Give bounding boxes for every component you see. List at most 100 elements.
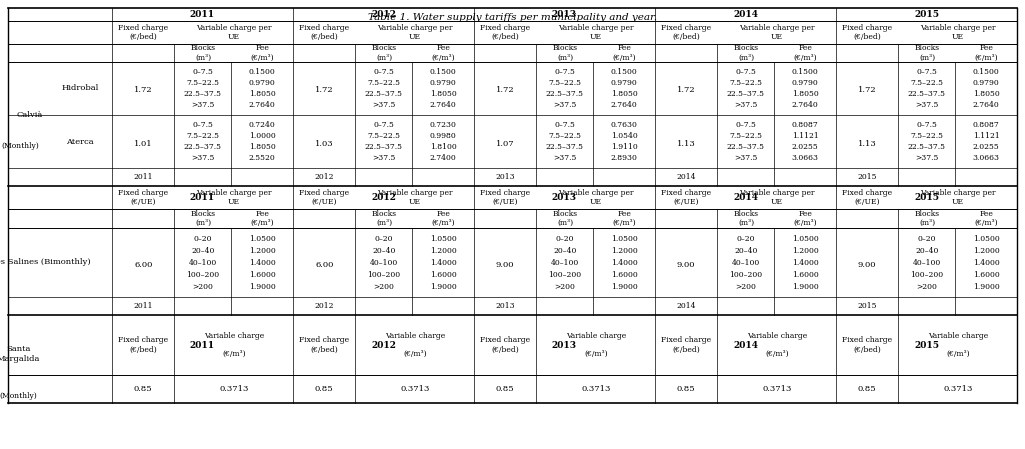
- Text: 20–40: 20–40: [554, 247, 577, 255]
- Text: 0.3713: 0.3713: [219, 385, 248, 393]
- Text: 7.5–22.5: 7.5–22.5: [910, 79, 943, 87]
- Text: 3.0663: 3.0663: [973, 154, 999, 162]
- Text: 2011: 2011: [190, 340, 215, 349]
- Text: >37.5: >37.5: [734, 101, 757, 109]
- Text: 2013: 2013: [551, 193, 577, 202]
- Text: 22.5–37.5: 22.5–37.5: [183, 143, 222, 151]
- Text: 100–200: 100–200: [548, 271, 581, 279]
- Text: 22.5–37.5: 22.5–37.5: [183, 90, 222, 98]
- Text: 2015: 2015: [858, 173, 877, 181]
- Text: 0.1500: 0.1500: [792, 68, 819, 76]
- Text: 2.7640: 2.7640: [792, 101, 819, 109]
- Text: Fee
(€/m³): Fee (€/m³): [975, 210, 998, 227]
- Text: Fixed charge
(€/bed): Fixed charge (€/bed): [299, 24, 350, 41]
- Text: Fee
(€/m³): Fee (€/m³): [793, 44, 817, 62]
- Text: 1.72: 1.72: [496, 87, 515, 94]
- Text: 2014: 2014: [676, 173, 696, 181]
- Text: 22.5–37.5: 22.5–37.5: [908, 90, 946, 98]
- Text: 40–100: 40–100: [370, 259, 398, 267]
- Text: 22.5–37.5: 22.5–37.5: [727, 143, 765, 151]
- Text: Fee
(€/m³): Fee (€/m³): [432, 210, 455, 227]
- Text: 0.1500: 0.1500: [611, 68, 638, 76]
- Text: Fee
(€/m³): Fee (€/m³): [612, 210, 637, 227]
- Text: Fee
(€/m³): Fee (€/m³): [793, 210, 817, 227]
- Text: 100–200: 100–200: [367, 271, 401, 279]
- Text: Fixed charge
(€/UE): Fixed charge (€/UE): [661, 189, 711, 206]
- Text: 0.3713: 0.3713: [581, 385, 611, 393]
- Text: 100–200: 100–200: [730, 271, 763, 279]
- Text: 22.5–37.5: 22.5–37.5: [365, 90, 403, 98]
- Text: 0–7.5: 0–7.5: [555, 68, 575, 76]
- Text: 0–20: 0–20: [556, 235, 574, 243]
- Text: 1.9000: 1.9000: [429, 283, 456, 291]
- Text: 0.3713: 0.3713: [762, 385, 791, 393]
- Text: 0.9790: 0.9790: [249, 79, 276, 87]
- Text: 2013: 2013: [551, 10, 577, 19]
- Text: 1.4000: 1.4000: [611, 259, 638, 267]
- Text: 1.0500: 1.0500: [611, 235, 638, 243]
- Text: 1.4000: 1.4000: [792, 259, 819, 267]
- Text: Variable charge per
UE: Variable charge per UE: [920, 24, 995, 41]
- Text: 22.5–37.5: 22.5–37.5: [365, 143, 403, 151]
- Text: 1.2000: 1.2000: [611, 247, 638, 255]
- Text: 2011: 2011: [133, 302, 153, 310]
- Text: Fixed charge
(€/UE): Fixed charge (€/UE): [118, 189, 168, 206]
- Text: 2011: 2011: [190, 10, 215, 19]
- Text: 2.7640: 2.7640: [611, 101, 638, 109]
- Text: Blocks
(m³): Blocks (m³): [191, 210, 215, 227]
- Text: Fixed charge
(€/bed): Fixed charge (€/bed): [480, 24, 530, 41]
- Text: 1.0540: 1.0540: [611, 132, 638, 140]
- Text: 1.72: 1.72: [676, 87, 696, 94]
- Text: 2.0255: 2.0255: [792, 143, 819, 151]
- Text: Fixed charge
(€/bed): Fixed charge (€/bed): [661, 336, 711, 354]
- Text: 1.4000: 1.4000: [249, 259, 276, 267]
- Text: 6.00: 6.00: [134, 261, 153, 269]
- Text: Variable charge per
UE: Variable charge per UE: [558, 189, 633, 206]
- Text: Variable charge

(€/m³): Variable charge (€/m³): [746, 332, 807, 358]
- Text: 2.7640: 2.7640: [249, 101, 276, 109]
- Text: 0.1500: 0.1500: [429, 68, 456, 76]
- Text: 2.8930: 2.8930: [611, 154, 638, 162]
- Text: 1.6000: 1.6000: [249, 271, 276, 279]
- Text: 0.85: 0.85: [134, 385, 153, 393]
- Text: >37.5: >37.5: [192, 154, 214, 162]
- Text: 2012: 2012: [371, 340, 396, 349]
- Text: 1.03: 1.03: [315, 140, 333, 148]
- Text: Blocks
(m³): Blocks (m³): [914, 44, 940, 62]
- Text: 2013: 2013: [495, 173, 515, 181]
- Text: >37.5: >37.5: [372, 154, 396, 162]
- Text: 2015: 2015: [914, 10, 939, 19]
- Text: (Monthly): (Monthly): [0, 392, 37, 400]
- Text: >200: >200: [736, 283, 756, 291]
- Text: 7.5–22.5: 7.5–22.5: [910, 132, 943, 140]
- Text: Variable charge per
UE: Variable charge per UE: [739, 189, 815, 206]
- Text: 1.6000: 1.6000: [792, 271, 819, 279]
- Text: 2012: 2012: [371, 193, 396, 202]
- Text: 7.5–22.5: 7.5–22.5: [730, 132, 763, 140]
- Text: 7.5–22.5: 7.5–22.5: [367, 79, 401, 87]
- Text: Variable charge per
UE: Variable charge per UE: [558, 24, 633, 41]
- Text: 1.0000: 1.0000: [249, 132, 276, 140]
- Text: 2014: 2014: [676, 302, 696, 310]
- Text: 1.9110: 1.9110: [611, 143, 638, 151]
- Text: 0.85: 0.85: [315, 385, 333, 393]
- Text: 1.8050: 1.8050: [429, 90, 456, 98]
- Text: Blocks
(m³): Blocks (m³): [734, 210, 758, 227]
- Text: 0.1500: 0.1500: [973, 68, 999, 76]
- Text: 1.13: 1.13: [858, 140, 876, 148]
- Text: Variable charge

(€/m³): Variable charge (€/m³): [928, 332, 988, 358]
- Text: Fixed charge
(€/bed): Fixed charge (€/bed): [843, 24, 893, 41]
- Text: 0.3713: 0.3713: [400, 385, 429, 393]
- Text: >37.5: >37.5: [554, 101, 577, 109]
- Text: Fee
(€/m³): Fee (€/m³): [975, 44, 998, 62]
- Text: 40–100: 40–100: [189, 259, 217, 267]
- Text: 0.7630: 0.7630: [611, 121, 638, 129]
- Text: 1.0500: 1.0500: [429, 235, 456, 243]
- Text: 2014: 2014: [733, 340, 758, 349]
- Text: 40–100: 40–100: [913, 259, 941, 267]
- Text: 0.1500: 0.1500: [249, 68, 276, 76]
- Text: 0–20: 0–20: [737, 235, 755, 243]
- Text: (Monthly): (Monthly): [1, 141, 39, 150]
- Text: 2.0255: 2.0255: [973, 143, 999, 151]
- Text: Fee
(€/m³): Fee (€/m³): [432, 44, 455, 62]
